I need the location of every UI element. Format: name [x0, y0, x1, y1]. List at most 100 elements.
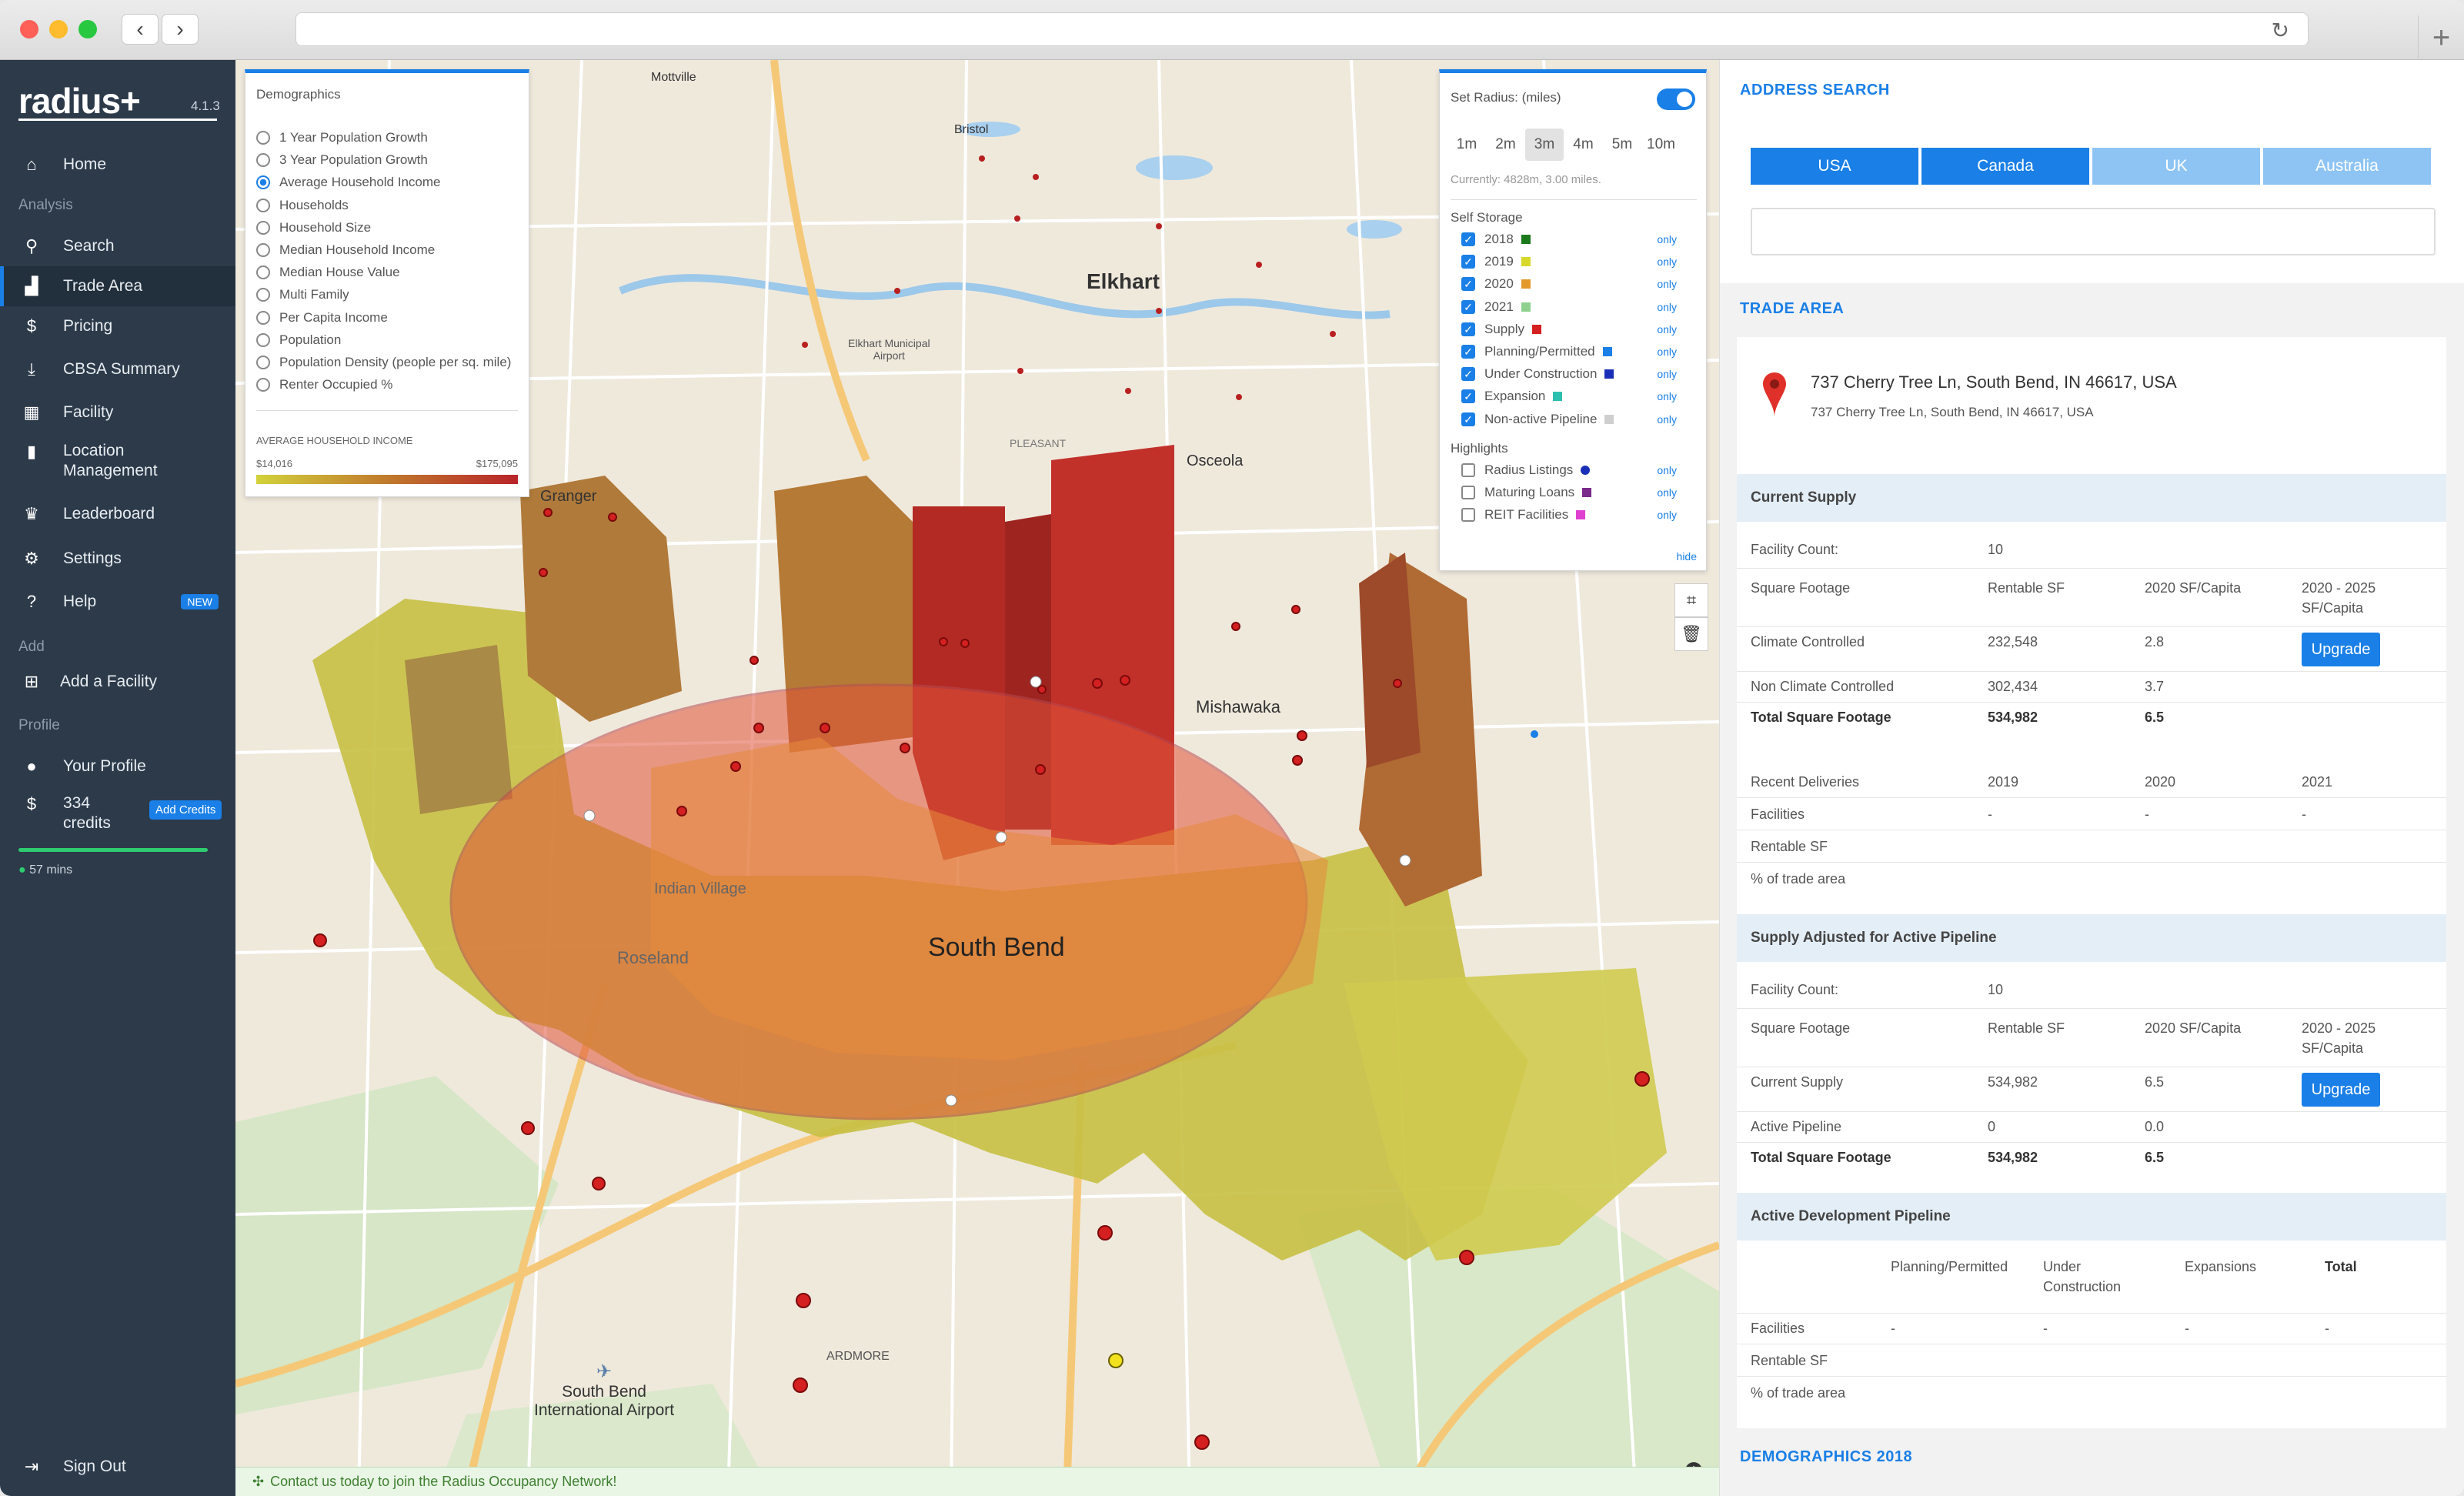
- back-button[interactable]: ‹: [122, 14, 159, 45]
- hide-link[interactable]: hide: [1676, 550, 1697, 563]
- address-bar[interactable]: ↻: [295, 12, 2309, 46]
- new-tab-button[interactable]: +: [2418, 15, 2464, 60]
- self-storage-filter[interactable]: ✓ 2019 only: [1461, 254, 1686, 269]
- radio-button[interactable]: [256, 265, 270, 280]
- radio-button[interactable]: [256, 243, 270, 257]
- forward-button[interactable]: ›: [162, 14, 199, 45]
- demographic-option[interactable]: Multi Family: [256, 287, 349, 302]
- sidebar-item-settings[interactable]: ⚙ Settings: [0, 539, 235, 579]
- demographic-option[interactable]: Average Household Income: [256, 175, 441, 190]
- upgrade-button-2[interactable]: Upgrade: [2302, 1073, 2380, 1107]
- demographic-option[interactable]: Population Density (people per sq. mile): [256, 355, 511, 370]
- checkbox[interactable]: [1461, 486, 1475, 500]
- radius-option[interactable]: 4m: [1573, 136, 1594, 152]
- only-link[interactable]: only: [1657, 346, 1677, 358]
- map-view[interactable]: Elkhart South Bend Mishawaka Osceola Gra…: [235, 60, 1719, 1496]
- demographic-option[interactable]: Median House Value: [256, 265, 400, 280]
- sidebar-item-search[interactable]: ⚲ Search: [0, 226, 235, 266]
- sidebar-item-cbsa-summary[interactable]: ⤓ CBSA Summary: [0, 349, 235, 389]
- reload-icon[interactable]: ↻: [2271, 18, 2289, 42]
- sidebar-item-location-management[interactable]: ▮ Location Management: [0, 434, 235, 489]
- radius-option[interactable]: 2m: [1495, 136, 1516, 152]
- close-window-button[interactable]: [20, 20, 38, 38]
- self-storage-filter[interactable]: ✓ Under Construction only: [1461, 366, 1686, 382]
- radius-option[interactable]: 3m: [1525, 129, 1564, 161]
- address-search-input[interactable]: [1751, 208, 2436, 255]
- highlight-filter[interactable]: Radius Listings only: [1461, 462, 1686, 478]
- checkbox[interactable]: ✓: [1461, 367, 1475, 382]
- sidebar-item-trade-area[interactable]: ▟ Trade Area: [0, 266, 235, 306]
- radius-option[interactable]: 10m: [1647, 136, 1675, 152]
- demographic-option[interactable]: 3 Year Population Growth: [256, 152, 428, 168]
- only-link[interactable]: only: [1657, 255, 1677, 269]
- sidebar-item-home[interactable]: ⌂ Home: [0, 145, 235, 185]
- minimize-window-button[interactable]: [49, 20, 68, 38]
- add-credits-button[interactable]: Add Credits: [149, 800, 222, 820]
- checkbox[interactable]: ✓: [1461, 277, 1475, 292]
- radio-button[interactable]: [256, 220, 270, 235]
- radio-button[interactable]: [256, 310, 270, 325]
- only-link[interactable]: only: [1657, 486, 1677, 499]
- only-link[interactable]: only: [1657, 368, 1677, 381]
- delete-shape-button[interactable]: 🗑: [1674, 617, 1708, 651]
- sidebar-item-help[interactable]: ? Help NEW: [0, 582, 235, 622]
- only-link[interactable]: only: [1657, 390, 1677, 403]
- sidebar-item-sign-out[interactable]: ⇥ Sign Out: [0, 1447, 235, 1487]
- sidebar-item-leaderboard[interactable]: ♛ Leaderboard: [0, 494, 235, 534]
- checkbox[interactable]: ✓: [1461, 299, 1475, 314]
- radio-button[interactable]: [256, 356, 270, 369]
- sidebar-item-facility[interactable]: ▦ Facility: [0, 392, 235, 432]
- self-storage-filter[interactable]: ✓ Non-active Pipeline only: [1461, 412, 1686, 427]
- checkbox[interactable]: ✓: [1461, 389, 1475, 404]
- radio-button[interactable]: [256, 332, 270, 347]
- checkbox[interactable]: ✓: [1461, 412, 1475, 426]
- radio-button[interactable]: [256, 198, 270, 212]
- checkbox[interactable]: ✓: [1461, 255, 1475, 269]
- radius-option[interactable]: 1m: [1456, 136, 1477, 152]
- sidebar-item-pricing[interactable]: $ Pricing: [0, 306, 235, 346]
- checkbox[interactable]: [1461, 508, 1475, 523]
- demographic-option[interactable]: Per Capita Income: [256, 310, 388, 326]
- self-storage-filter[interactable]: ✓ 2020 only: [1461, 276, 1686, 292]
- radio-button[interactable]: [256, 131, 270, 145]
- occupancy-network-banner[interactable]: ✣ Contact us today to join the Radius Oc…: [235, 1467, 1719, 1496]
- app-logo[interactable]: radius+: [18, 81, 141, 121]
- upgrade-button[interactable]: Upgrade: [2302, 633, 2380, 666]
- tab-uk[interactable]: UK: [2092, 148, 2260, 185]
- checkbox[interactable]: ✓: [1461, 322, 1475, 336]
- radio-button[interactable]: [256, 175, 270, 190]
- only-link[interactable]: only: [1657, 464, 1677, 476]
- self-storage-filter[interactable]: ✓ 2021 only: [1461, 299, 1686, 315]
- self-storage-filter[interactable]: ✓ Planning/Permitted only: [1461, 344, 1686, 359]
- radio-button[interactable]: [256, 378, 270, 392]
- only-link[interactable]: only: [1657, 278, 1677, 291]
- only-link[interactable]: only: [1657, 233, 1677, 245]
- self-storage-filter[interactable]: ✓ Supply only: [1461, 322, 1686, 337]
- demographic-option[interactable]: Renter Occupied %: [256, 377, 392, 392]
- demographics-2018-title[interactable]: DEMOGRAPHICS 2018: [1740, 1448, 1913, 1465]
- checkbox[interactable]: ✓: [1461, 232, 1475, 246]
- demographic-option[interactable]: 1 Year Population Growth: [256, 130, 428, 145]
- checkbox[interactable]: [1461, 463, 1475, 477]
- radius-toggle[interactable]: [1657, 88, 1695, 110]
- only-link[interactable]: only: [1657, 412, 1677, 426]
- sidebar-item-your-profile[interactable]: ● Your Profile: [0, 746, 235, 786]
- highlight-filter[interactable]: Maturing Loans only: [1461, 485, 1686, 500]
- maximize-window-button[interactable]: [78, 20, 97, 38]
- radius-option[interactable]: 5m: [1611, 136, 1633, 152]
- demographic-option[interactable]: Household Size: [256, 220, 371, 235]
- radio-button[interactable]: [256, 288, 270, 302]
- sidebar-item-add-facility[interactable]: ⊞ Add a Facility: [0, 662, 235, 702]
- demographic-option[interactable]: Population: [256, 332, 341, 348]
- draw-polygon-button[interactable]: ⌗: [1674, 583, 1708, 617]
- self-storage-filter[interactable]: ✓ 2018 only: [1461, 232, 1686, 247]
- demographic-option[interactable]: Median Household Income: [256, 242, 435, 258]
- self-storage-filter[interactable]: ✓ Expansion only: [1461, 389, 1686, 404]
- radio-button[interactable]: [256, 153, 270, 168]
- checkbox[interactable]: ✓: [1461, 345, 1475, 359]
- tab-australia[interactable]: Australia: [2263, 148, 2431, 185]
- only-link[interactable]: only: [1657, 509, 1677, 522]
- demographic-option[interactable]: Households: [256, 198, 349, 213]
- tab-canada[interactable]: Canada: [1921, 148, 2089, 185]
- tab-usa[interactable]: USA: [1751, 148, 1918, 185]
